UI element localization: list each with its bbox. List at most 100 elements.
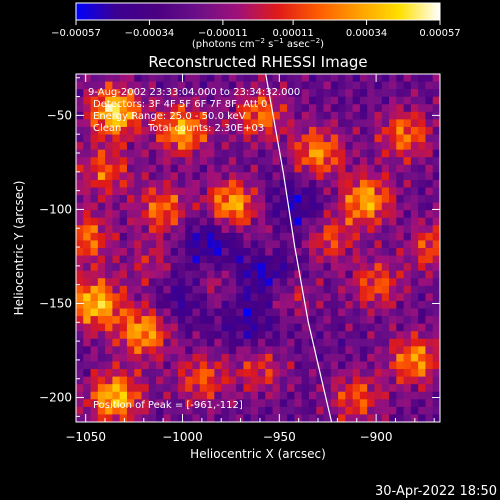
heatmap-cell — [294, 74, 303, 82]
heatmap-cell — [258, 157, 266, 166]
heatmap-cell — [330, 179, 339, 188]
heatmap-cell — [338, 338, 346, 347]
heatmap-cell — [352, 399, 361, 408]
heatmap-cell — [425, 384, 434, 393]
heatmap-cell — [148, 361, 157, 370]
heatmap-cell — [156, 217, 164, 226]
heatmap-cell — [367, 164, 375, 173]
heatmap-cell — [228, 134, 237, 143]
heatmap-cell — [207, 81, 215, 90]
heatmap-cell — [214, 263, 222, 272]
heatmap-cell — [308, 384, 317, 393]
heatmap-cell — [367, 323, 375, 332]
heatmap-cell — [330, 187, 339, 196]
heatmap-cell — [236, 74, 244, 82]
heatmap-cell — [250, 232, 259, 241]
heatmap-cell — [381, 369, 390, 378]
x-axis-label: Heliocentric X (arcsec) — [190, 447, 326, 461]
heatmap-cell — [418, 232, 426, 241]
heatmap-cell — [279, 232, 288, 241]
heatmap-cell — [432, 361, 441, 370]
heatmap-cell — [134, 346, 142, 355]
heatmap-cell — [126, 240, 135, 249]
heatmap-cell — [418, 270, 426, 279]
heatmap-cell — [396, 316, 404, 325]
heatmap-cell — [367, 81, 375, 90]
heatmap-cell — [294, 285, 303, 294]
heatmap-cell — [432, 81, 441, 90]
heatmap-cell — [236, 346, 244, 355]
heatmap-cell — [76, 248, 84, 256]
heatmap-cell — [243, 172, 252, 181]
heatmap-cell — [367, 263, 375, 272]
heatmap-cell — [112, 384, 121, 393]
heatmap-cell — [272, 217, 281, 226]
heatmap-cell — [156, 187, 164, 196]
heatmap-cell — [221, 81, 230, 90]
heatmap-cell — [156, 346, 164, 355]
heatmap-cell — [83, 391, 91, 400]
heatmap-cell — [301, 217, 310, 226]
heatmap-cell — [381, 240, 390, 249]
heatmap-cell — [287, 248, 295, 256]
heatmap-cell — [199, 202, 208, 211]
heatmap-cell — [185, 361, 193, 370]
heatmap-cell — [185, 323, 193, 332]
heatmap-cell — [367, 369, 375, 378]
x-tick-label: −950 — [263, 430, 296, 444]
heatmap-cell — [389, 149, 397, 158]
heatmap-cell — [367, 270, 375, 279]
heatmap-cell — [301, 293, 310, 302]
heatmap-cell — [83, 338, 91, 347]
heatmap-cell — [432, 195, 441, 204]
heatmap-cell — [112, 225, 121, 234]
heatmap-cell — [90, 232, 99, 241]
heatmap-cell — [228, 369, 237, 378]
heatmap-cell — [228, 111, 237, 120]
heatmap-cell — [418, 316, 426, 325]
heatmap-cell — [105, 406, 113, 415]
heatmap-cell — [156, 96, 164, 105]
heatmap-cell — [185, 300, 193, 309]
heatmap-cell — [323, 202, 332, 211]
heatmap-cell — [258, 240, 266, 249]
heatmap-cell — [425, 195, 434, 204]
heatmap-cell — [90, 187, 99, 196]
heatmap-cell — [265, 202, 273, 211]
heatmap-cell — [396, 346, 404, 355]
heatmap-cell — [192, 278, 201, 287]
heatmap-cell — [214, 104, 222, 113]
heatmap-cell — [214, 232, 222, 241]
heatmap-cell — [301, 414, 310, 423]
heatmap-cell — [177, 74, 186, 82]
heatmap-cell — [301, 376, 310, 385]
heatmap-cell — [294, 179, 303, 188]
heatmap-cell — [112, 248, 121, 256]
heatmap-cell — [141, 96, 150, 105]
heatmap-cell — [389, 278, 397, 287]
heatmap-cell — [403, 187, 412, 196]
heatmap-cell — [76, 399, 84, 408]
heatmap-cell — [250, 89, 259, 98]
heatmap-cell — [207, 149, 215, 158]
heatmap-cell — [359, 323, 368, 332]
heatmap-cell — [367, 74, 375, 82]
heatmap-cell — [287, 270, 295, 279]
heatmap-cell — [381, 225, 390, 234]
heatmap-cell — [345, 316, 354, 325]
heatmap-cell — [112, 263, 121, 272]
heatmap-cell — [258, 293, 266, 302]
heatmap-cell — [279, 202, 288, 211]
heatmap-cell — [265, 353, 273, 362]
heatmap-cell — [105, 361, 113, 370]
heatmap-cell — [90, 104, 99, 113]
heatmap-cell — [381, 263, 390, 272]
heatmap-cell — [308, 119, 317, 128]
heatmap-cell — [192, 308, 201, 317]
heatmap-cell — [418, 96, 426, 105]
heatmap-cell — [345, 300, 354, 309]
heatmap-cell — [126, 316, 135, 325]
heatmap-cell — [258, 74, 266, 82]
heatmap-cell — [134, 195, 142, 204]
heatmap-cell — [403, 104, 412, 113]
